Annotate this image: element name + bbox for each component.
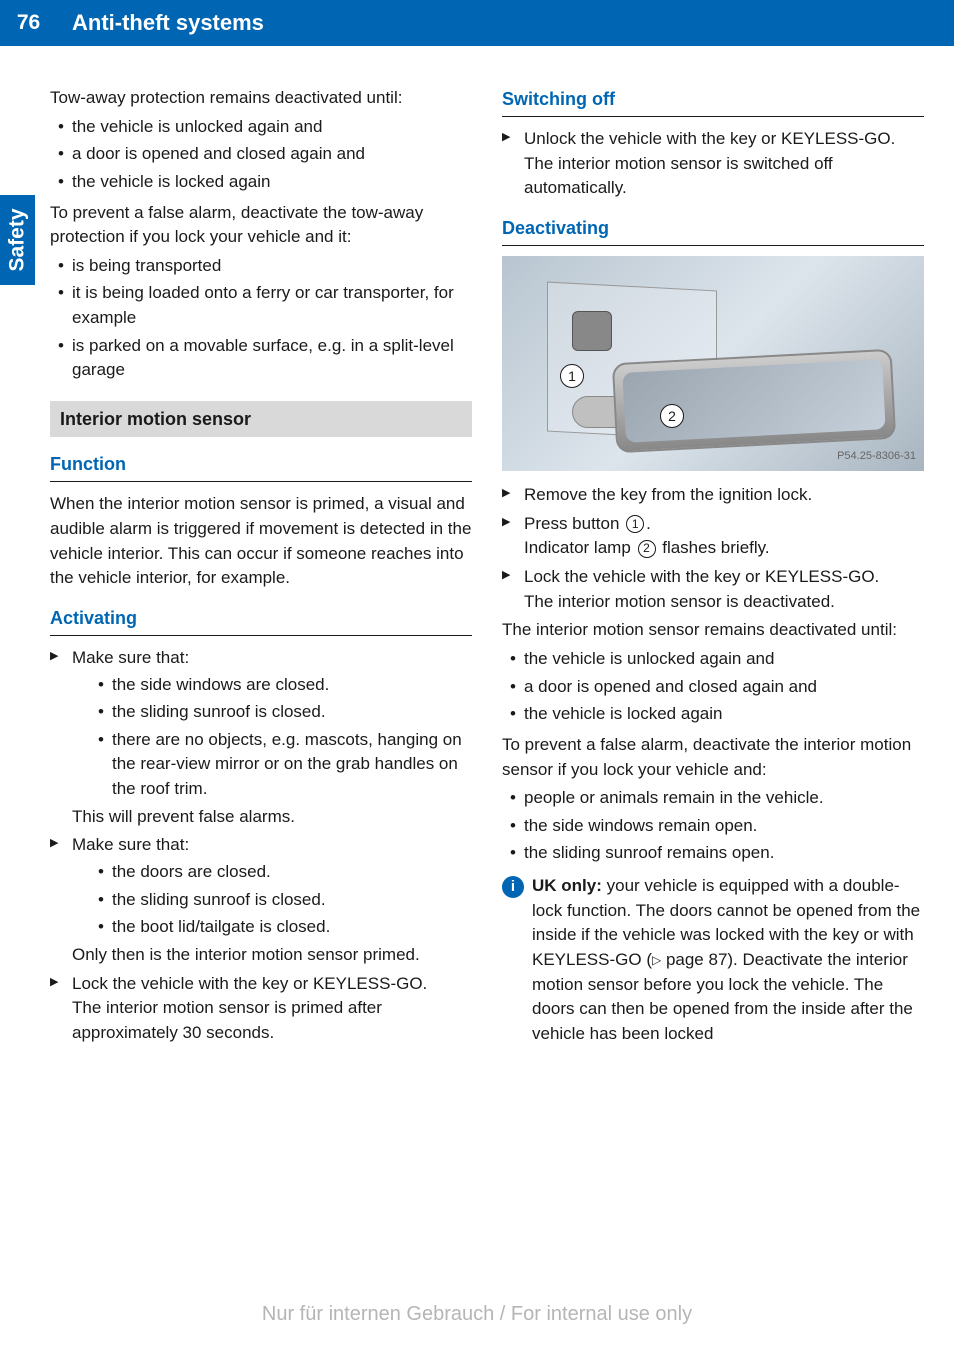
list-item: a door is opened and closed again and <box>58 142 472 167</box>
list-item: it is being loaded onto a ferry or car t… <box>58 281 472 330</box>
list-item: is being transported <box>58 254 472 279</box>
callout-ref-2: 2 <box>638 540 656 558</box>
para-tow-away: Tow-away protection remains deactivated … <box>50 86 472 111</box>
list-item: the doors are closed. <box>98 860 472 885</box>
sub-list: the doors are closed. the sliding sunroo… <box>72 860 472 940</box>
para-prevent-alarm-right: To prevent a false alarm, deactivate the… <box>502 733 924 782</box>
list-until: the vehicle is unlocked again and a door… <box>50 115 472 195</box>
list-item: the side windows remain open. <box>510 814 924 839</box>
info-block: i UK only: your vehicle is equipped with… <box>502 874 924 1046</box>
list-item: the vehicle is unlocked again and <box>58 115 472 140</box>
figure-overhead-console: 1 2 P54.25-8306-31 <box>502 256 924 471</box>
step-result: Indicator lamp 2 flashes briefly. <box>524 536 924 561</box>
right-column: Switching off Unlock the vehicle with th… <box>502 86 924 1050</box>
figure-button-graphic <box>572 311 612 351</box>
step: Lock the vehicle with the key or KEYLESS… <box>50 972 472 1046</box>
step: Press button 1. Indicator lamp 2 flashes… <box>502 512 924 561</box>
left-column: Tow-away protection remains deactivated … <box>50 86 472 1050</box>
page-number: 76 <box>0 0 57 46</box>
callout-1: 1 <box>560 364 584 388</box>
step-text-a: Press button <box>524 514 624 533</box>
list-prevent: is being transported it is being loaded … <box>50 254 472 383</box>
info-text: UK only: your vehicle is equipped with a… <box>532 876 920 1043</box>
deactivating-steps: Remove the key from the ignition lock. P… <box>502 483 924 614</box>
header-bar: 76 Anti-theft systems <box>0 0 954 46</box>
step-text: Make sure that: <box>72 648 189 667</box>
callout-ref-1: 1 <box>626 515 644 533</box>
result-text-b: flashes briefly. <box>658 538 770 557</box>
list-prevent-right: people or animals remain in the vehicle.… <box>502 786 924 866</box>
figure-code: P54.25-8306-31 <box>837 449 916 465</box>
step: Remove the key from the ignition lock. <box>502 483 924 508</box>
step-text: Lock the vehicle with the key or KEYLESS… <box>524 567 879 586</box>
step-text: Make sure that: <box>72 835 189 854</box>
step: Make sure that: the side windows are clo… <box>50 646 472 829</box>
callout-2: 2 <box>660 404 684 428</box>
list-item: the boot lid/tailgate is closed. <box>98 915 472 940</box>
step-result: The interior motion sensor is deactivate… <box>524 590 924 615</box>
list-item: a door is opened and closed again and <box>510 675 924 700</box>
step-result: The interior motion sensor is switched o… <box>524 152 924 201</box>
list-item: is parked on a movable surface, e.g. in … <box>58 334 472 383</box>
list-item: the sliding sunroof is closed. <box>98 700 472 725</box>
list-item: there are no objects, e.g. mascots, hang… <box>98 728 472 802</box>
heading-switching-off: Switching off <box>502 86 924 117</box>
step-text: Lock the vehicle with the key or KEYLESS… <box>72 974 427 993</box>
heading-function: Function <box>50 451 472 482</box>
activating-steps: Make sure that: the side windows are clo… <box>50 646 472 1046</box>
footer-watermark: Nur für internen Gebrauch / For internal… <box>0 1303 954 1326</box>
list-item: the side windows are closed. <box>98 673 472 698</box>
para-remains-deactivated: The interior motion sensor remains deact… <box>502 618 924 643</box>
side-tab: Safety <box>0 195 35 285</box>
step-result: Only then is the interior motion sensor … <box>72 943 472 968</box>
para-prevent-alarm: To prevent a false alarm, deactivate the… <box>50 201 472 250</box>
section-title: Anti-theft systems <box>57 0 954 46</box>
result-text-a: Indicator lamp <box>524 538 636 557</box>
step-result: The interior motion sensor is primed aft… <box>72 996 472 1045</box>
list-item: the sliding sunroof is closed. <box>98 888 472 913</box>
step: Make sure that: the doors are closed. th… <box>50 833 472 967</box>
step: Unlock the vehicle with the key or KEYLE… <box>502 127 924 201</box>
content-area: Tow-away protection remains deactivated … <box>0 46 954 1050</box>
info-bold: UK only: <box>532 876 602 895</box>
list-until-right: the vehicle is unlocked again and a door… <box>502 647 924 727</box>
step-text-b: . <box>646 514 651 533</box>
list-item: the vehicle is locked again <box>58 170 472 195</box>
subsection-heading: Interior motion sensor <box>50 401 472 437</box>
sub-list: the side windows are closed. the sliding… <box>72 673 472 802</box>
triangle-ref-icon: ▷ <box>652 953 661 967</box>
list-item: the vehicle is locked again <box>510 702 924 727</box>
list-item: the sliding sunroof remains open. <box>510 841 924 866</box>
list-item: people or animals remain in the vehicle. <box>510 786 924 811</box>
side-tab-label: Safety <box>6 208 30 271</box>
function-text: When the interior motion sensor is prime… <box>50 492 472 591</box>
step-result: This will prevent false alarms. <box>72 805 472 830</box>
switching-off-steps: Unlock the vehicle with the key or KEYLE… <box>502 127 924 201</box>
figure-mirror <box>612 349 896 454</box>
figure-mirror-glass <box>622 359 885 443</box>
heading-deactivating: Deactivating <box>502 215 924 246</box>
step-text: Unlock the vehicle with the key or KEYLE… <box>524 129 895 148</box>
step: Lock the vehicle with the key or KEYLESS… <box>502 565 924 614</box>
heading-activating: Activating <box>50 605 472 636</box>
info-icon: i <box>502 876 524 898</box>
list-item: the vehicle is unlocked again and <box>510 647 924 672</box>
